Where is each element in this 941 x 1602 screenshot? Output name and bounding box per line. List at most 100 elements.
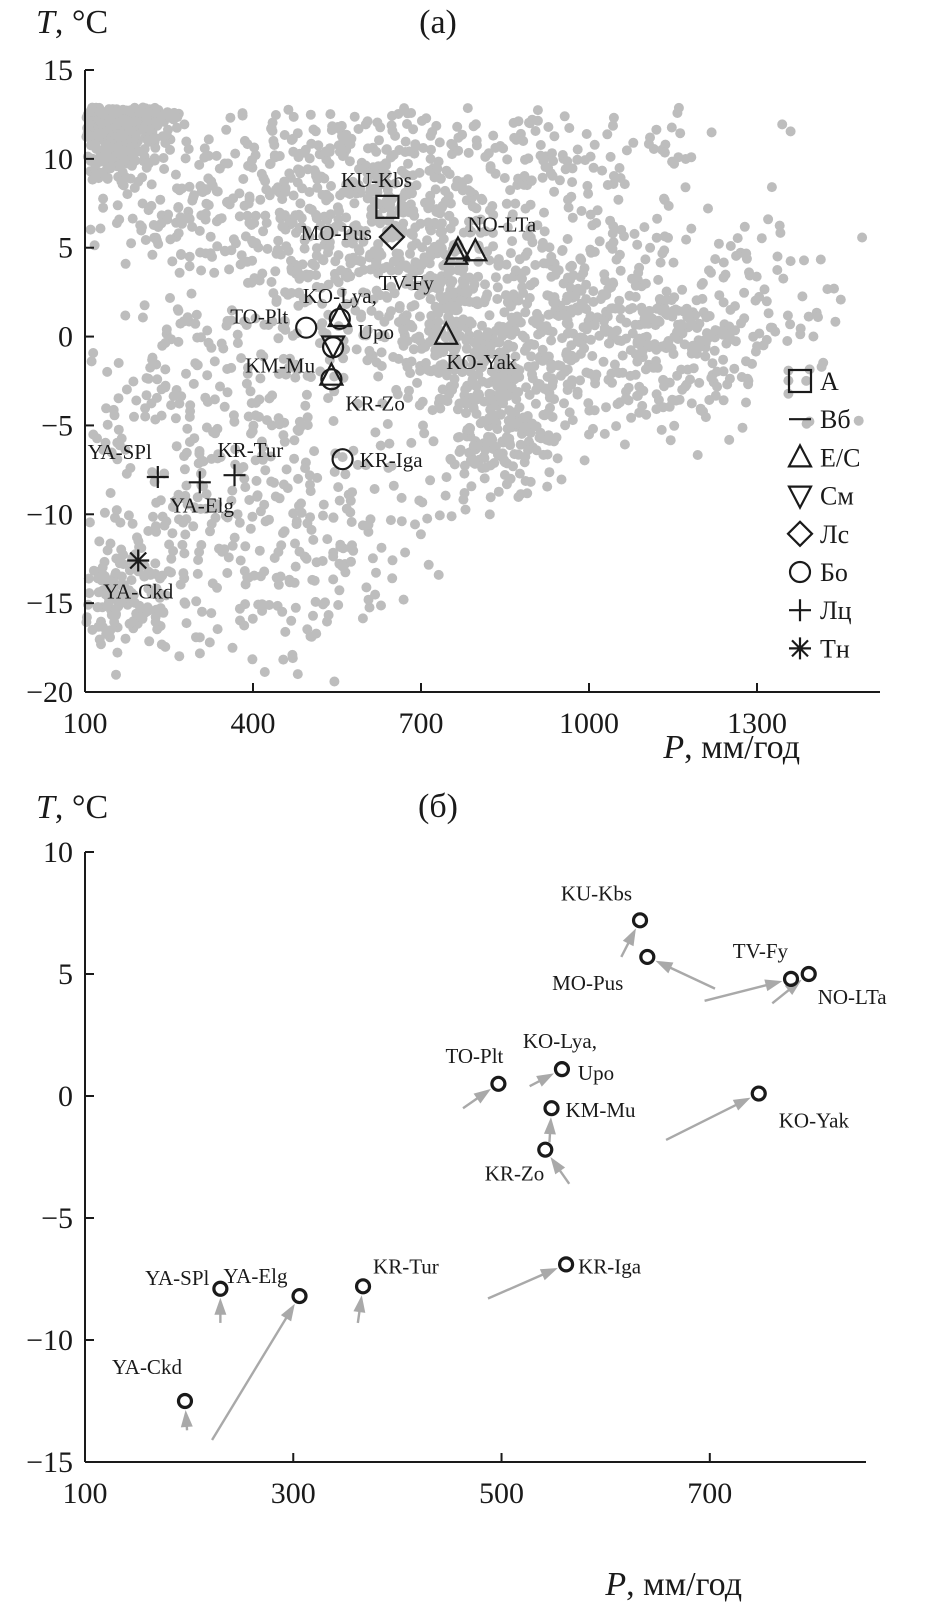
reanalysis-point: [562, 272, 573, 283]
site-point: [490, 1075, 507, 1092]
reanalysis-point: [725, 334, 736, 345]
reanalysis-point: [221, 124, 232, 135]
reanalysis-point: [679, 339, 690, 350]
reanalysis-point: [535, 140, 546, 150]
reanalysis-point: [205, 248, 216, 259]
reanalysis-point: [255, 194, 266, 205]
reanalysis-point: [204, 637, 215, 648]
reanalysis-point: [311, 281, 322, 292]
reanalysis-point: [433, 368, 444, 378]
reanalysis-point: [775, 227, 786, 238]
reanalysis-point: [84, 588, 95, 599]
reanalysis-point: [338, 353, 349, 364]
reanalysis-point: [574, 284, 585, 295]
reanalysis-point: [502, 154, 513, 165]
reanalysis-point: [585, 244, 596, 255]
shift-arrow: [356, 1309, 361, 1324]
reanalysis-point: [507, 236, 518, 247]
reanalysis-point: [468, 378, 479, 389]
reanalysis-point: [148, 511, 158, 522]
reanalysis-point: [322, 616, 332, 627]
reanalysis-point: [756, 233, 767, 244]
reanalysis-point: [287, 217, 298, 228]
reanalysis-point: [333, 214, 344, 225]
reanalysis-point: [140, 235, 151, 245]
reanalysis-point: [232, 329, 243, 340]
reanalysis-point: [250, 410, 261, 421]
reanalysis-point: [567, 163, 578, 174]
reanalysis-point: [390, 178, 401, 189]
reanalysis-point: [718, 354, 729, 365]
reanalysis-point: [98, 444, 109, 455]
reanalysis-point: [188, 521, 199, 532]
reanalysis-point: [433, 308, 444, 319]
site-point: [354, 1278, 372, 1295]
reanalysis-point: [270, 266, 281, 277]
reanalysis-point: [763, 214, 774, 225]
reanalysis-point: [146, 588, 157, 599]
reanalysis-point: [473, 271, 484, 282]
reanalysis-point: [509, 132, 520, 143]
reanalysis-point: [387, 573, 398, 584]
reanalysis-point: [234, 517, 245, 528]
site-marker-circle: [320, 368, 343, 391]
reanalysis-point: [381, 160, 391, 171]
reanalysis-point: [672, 370, 683, 381]
reanalysis-point: [223, 158, 233, 169]
reanalysis-point: [194, 632, 205, 643]
reanalysis-point: [520, 154, 530, 165]
reanalysis-point: [292, 669, 303, 680]
reanalysis-point: [364, 187, 375, 198]
reanalysis-point: [361, 288, 371, 299]
reanalysis-point: [387, 555, 398, 566]
reanalysis-point: [525, 428, 536, 438]
reanalysis-point: [604, 338, 615, 349]
shift-arrow-head: [732, 1097, 751, 1111]
reanalysis-point: [422, 235, 433, 246]
reanalysis-point: [686, 398, 697, 409]
reanalysis-point: [399, 103, 410, 114]
reanalysis-point: [546, 335, 557, 346]
panel-a-x-var: P: [662, 729, 684, 766]
reanalysis-point: [317, 298, 328, 309]
reanalysis-point: [621, 145, 632, 156]
reanalysis-point: [562, 291, 573, 302]
reanalysis-point: [645, 242, 656, 253]
reanalysis-point: [258, 226, 269, 237]
site-point: [800, 965, 817, 983]
reanalysis-point: [665, 435, 676, 446]
reanalysis-point: [207, 180, 218, 191]
reanalysis-point: [480, 151, 491, 162]
reanalysis-point: [552, 453, 563, 464]
reanalysis-point: [813, 312, 823, 323]
reanalysis-point: [426, 144, 436, 155]
reanalysis-point: [232, 338, 243, 349]
reanalysis-point: [609, 359, 620, 370]
reanalysis-point: [126, 575, 137, 586]
reanalysis-point: [573, 305, 583, 316]
reanalysis-point: [239, 620, 250, 631]
reanalysis-point: [581, 304, 592, 315]
reanalysis-point: [747, 358, 757, 369]
reanalysis-point: [122, 189, 133, 200]
reanalysis-point: [431, 206, 442, 217]
reanalysis-point: [677, 384, 688, 395]
reanalysis-point: [171, 217, 182, 228]
reanalysis-point: [129, 182, 140, 193]
reanalysis-point: [601, 402, 611, 413]
reanalysis-point: [170, 413, 181, 424]
reanalysis-point: [205, 526, 215, 537]
reanalysis-point: [474, 361, 485, 371]
panel-b-x-tick-label: 700: [687, 1477, 732, 1510]
reanalysis-point: [612, 399, 623, 410]
reanalysis-point: [484, 509, 495, 520]
reanalysis-point: [632, 356, 643, 367]
reanalysis-point: [450, 354, 461, 365]
reanalysis-point: [483, 348, 494, 359]
reanalysis-point: [449, 374, 460, 384]
reanalysis-point: [254, 275, 265, 286]
site-point: [212, 1280, 229, 1297]
reanalysis-point: [441, 472, 452, 483]
reanalysis-point: [507, 212, 518, 223]
